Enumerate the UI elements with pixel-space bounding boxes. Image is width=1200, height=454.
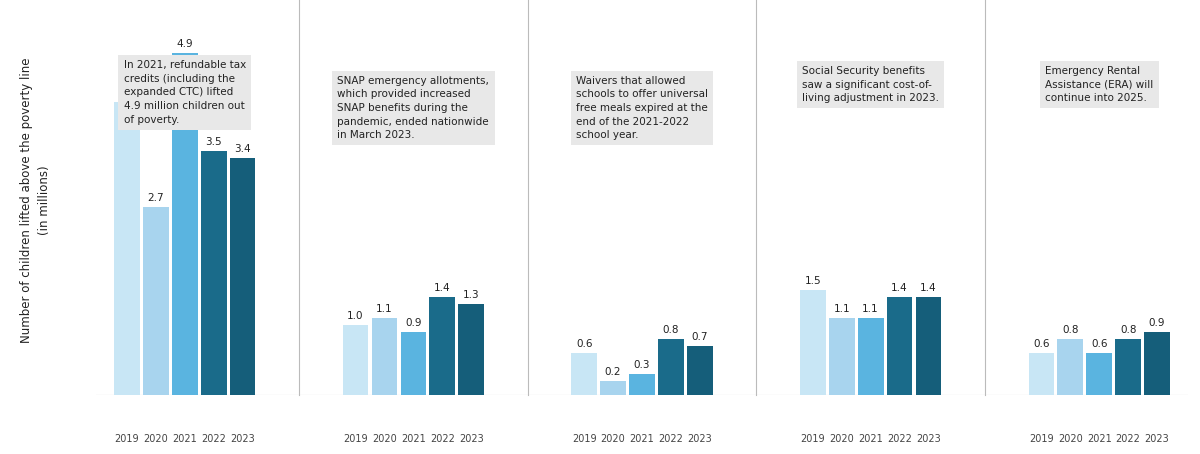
Bar [430,297,455,395]
Text: 4.2: 4.2 [119,88,136,98]
Text: 4.9: 4.9 [176,39,193,49]
Text: 0.6: 0.6 [576,339,593,349]
Bar [658,339,684,395]
Text: 2021: 2021 [1087,434,1111,444]
Text: 1.1: 1.1 [376,304,392,314]
Bar [229,158,256,395]
Text: 2.7: 2.7 [148,192,164,202]
Text: 0.7: 0.7 [691,332,708,342]
Text: 2021: 2021 [630,434,654,444]
Text: 2023: 2023 [230,434,254,444]
Bar [1057,339,1084,395]
Bar [600,381,626,395]
Text: 2023: 2023 [688,434,713,444]
Bar [800,291,826,395]
Text: 2022: 2022 [659,434,683,444]
Text: 0.9: 0.9 [406,318,421,328]
Bar [887,297,912,395]
Bar [114,102,139,395]
Text: 2021: 2021 [858,434,883,444]
Text: Social Security benefits
saw a significant cost-of-
living adjustment in 2023.: Social Security benefits saw a significa… [802,66,940,103]
Text: 2021: 2021 [401,434,426,444]
Text: 1.4: 1.4 [892,283,908,293]
Bar [172,53,198,395]
Text: 0.3: 0.3 [634,360,650,370]
Text: 2019: 2019 [1030,434,1054,444]
Text: 0.8: 0.8 [662,325,679,335]
Text: 2020: 2020 [601,434,625,444]
Bar [200,151,227,395]
Text: 2020: 2020 [372,434,397,444]
Bar [1115,339,1141,395]
Bar [1028,353,1055,395]
Text: 2021: 2021 [173,434,197,444]
Text: 2019: 2019 [572,434,596,444]
Text: 1.3: 1.3 [463,290,480,300]
Bar [343,325,368,395]
Text: 2022: 2022 [887,434,912,444]
Text: 2022: 2022 [1116,434,1141,444]
Bar [686,346,713,395]
Text: Number of children lifted above the poverty line
(in millions): Number of children lifted above the pove… [20,57,52,342]
Text: 1.1: 1.1 [863,304,878,314]
Bar [1145,332,1170,395]
Text: 2023: 2023 [458,434,484,444]
Text: 2020: 2020 [1058,434,1082,444]
Bar [143,207,169,395]
Text: 2019: 2019 [114,434,139,444]
Text: 1.0: 1.0 [347,311,364,321]
Text: 0.9: 0.9 [1148,318,1165,328]
Text: 2020: 2020 [829,434,854,444]
Text: 0.2: 0.2 [605,367,622,377]
Text: 1.4: 1.4 [920,283,937,293]
Text: In 2021, refundable tax
credits (including the
expanded CTC) lifted
4.9 million : In 2021, refundable tax credits (includi… [124,60,246,124]
Text: 2023: 2023 [916,434,941,444]
Text: 2023: 2023 [1145,434,1170,444]
Bar [401,332,426,395]
Bar [858,318,883,395]
Text: 0.6: 0.6 [1033,339,1050,349]
Text: Emergency Rental
Assistance (ERA) will
continue into 2025.: Emergency Rental Assistance (ERA) will c… [1045,66,1153,103]
Text: 1.4: 1.4 [434,283,451,293]
Text: 2022: 2022 [202,434,226,444]
Text: 2019: 2019 [800,434,826,444]
Text: SNAP emergency allotments,
which provided increased
SNAP benefits during the
pan: SNAP emergency allotments, which provide… [337,76,490,140]
Text: 2019: 2019 [343,434,368,444]
Bar [1086,353,1112,395]
Bar [372,318,397,395]
Text: 0.8: 0.8 [1120,325,1136,335]
Text: 3.5: 3.5 [205,137,222,147]
Text: 2020: 2020 [144,434,168,444]
Text: 1.5: 1.5 [804,276,821,286]
Text: Waivers that allowed
schools to offer universal
free meals expired at the
end of: Waivers that allowed schools to offer un… [576,76,708,140]
Bar [829,318,854,395]
Bar [571,353,598,395]
Text: 1.1: 1.1 [833,304,850,314]
Bar [458,304,484,395]
Text: 2022: 2022 [430,434,455,444]
Text: 3.4: 3.4 [234,144,251,154]
Text: 0.8: 0.8 [1062,325,1079,335]
Bar [916,297,941,395]
Bar [629,374,655,395]
Text: 0.6: 0.6 [1091,339,1108,349]
